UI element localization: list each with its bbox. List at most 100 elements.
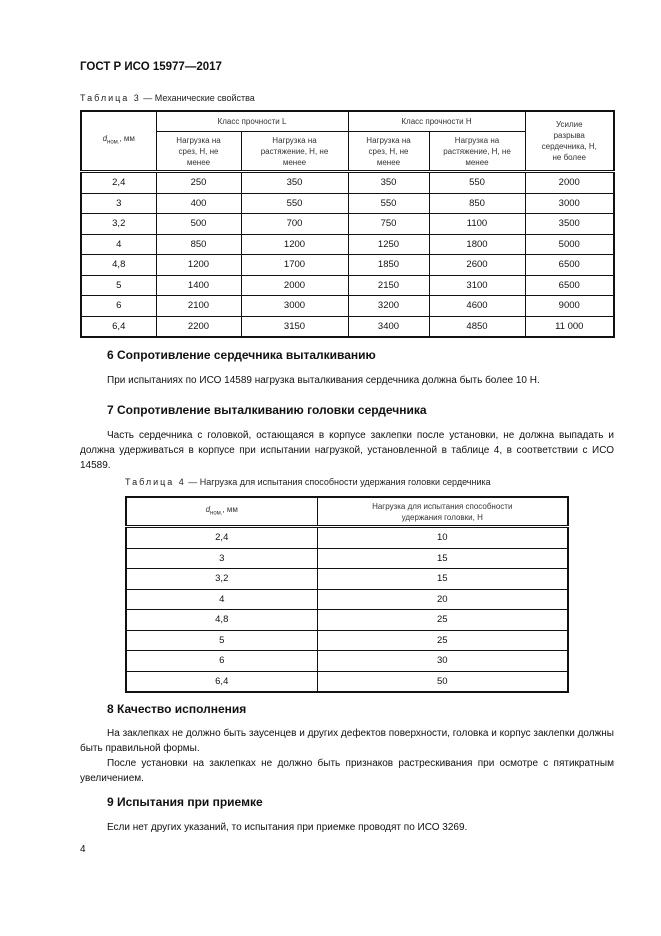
caption-text: — Механические свойства xyxy=(140,93,255,103)
table-row: 4 20 xyxy=(125,588,569,610)
table-cell: 3,2 xyxy=(80,213,157,235)
table-cell: 1850 xyxy=(347,254,430,276)
table-cell: 10 xyxy=(316,526,569,549)
table-cell: 6500 xyxy=(524,254,615,276)
table-cell: 25 xyxy=(316,609,569,631)
table-cell: 2100 xyxy=(155,295,242,317)
table4-head-retention-load: dном., мм Нагрузка для испытания способн… xyxy=(125,496,569,693)
caption-prefix: Таблица 4 xyxy=(125,477,186,487)
section-6-title: 6 Сопротивление сердечника выталкиванию xyxy=(107,348,376,362)
table-cell: 6500 xyxy=(524,274,615,296)
table-cell: 350 xyxy=(347,171,430,194)
caption-text: — Нагрузка для испытания способности уде… xyxy=(185,477,491,487)
table-cell: 400 xyxy=(155,192,242,214)
table-cell: 850 xyxy=(428,192,526,214)
table-cell: 750 xyxy=(347,213,430,235)
table-cell: 1250 xyxy=(347,233,430,255)
table-row: 3,2 500 700 750 1100 3500 xyxy=(80,213,615,235)
page-number: 4 xyxy=(80,844,86,855)
table-row: 4,8 25 xyxy=(125,609,569,631)
table-cell: 6,4 xyxy=(125,670,318,693)
col-group-H: Класс прочности H xyxy=(347,110,526,132)
table-cell: 350 xyxy=(240,171,349,194)
table-cell: 4600 xyxy=(428,295,526,317)
table-cell: 3400 xyxy=(347,315,430,338)
section-7-title: 7 Сопротивление выталкиванию головки сер… xyxy=(107,403,427,417)
table-cell: 2,4 xyxy=(125,526,318,549)
document-header: ГОСТ Р ИСО 15977—2017 xyxy=(80,61,222,73)
table-cell: 4850 xyxy=(428,315,526,338)
table-cell: 250 xyxy=(155,171,242,194)
table-cell: 4 xyxy=(125,588,318,610)
col-header-d: dном., мм xyxy=(80,110,157,173)
table-row: 2,4 10 xyxy=(125,526,569,549)
table-cell: 500 xyxy=(155,213,242,235)
table-row: 3 400 550 550 850 3000 xyxy=(80,192,615,214)
section-6-text: При испытаниях по ИСО 14589 нагрузка выт… xyxy=(107,375,540,386)
table-cell: 1200 xyxy=(155,254,242,276)
table-cell: 2600 xyxy=(428,254,526,276)
table-cell: 3100 xyxy=(428,274,526,296)
table-cell: 6,4 xyxy=(80,315,157,338)
table-row: 5 25 xyxy=(125,629,569,651)
table-cell: 3000 xyxy=(524,192,615,214)
table-cell: 3,2 xyxy=(125,568,318,590)
table-row: 6,4 50 xyxy=(125,670,569,693)
table-row: 6,4 2200 3150 3400 4850 11 000 xyxy=(80,315,615,338)
table-cell: 3 xyxy=(125,547,318,569)
table-cell: 1800 xyxy=(428,233,526,255)
table-row: 6 30 xyxy=(125,650,569,672)
table-row: 3 15 xyxy=(125,547,569,569)
table-cell: 5 xyxy=(80,274,157,296)
table-cell: 3000 xyxy=(240,295,349,317)
table-cell: 2000 xyxy=(240,274,349,296)
table-row: 4,8 1200 1700 1850 2600 6500 xyxy=(80,254,615,276)
section-8-title: 8 Качество исполнения xyxy=(107,702,247,716)
table-cell: 15 xyxy=(316,568,569,590)
table-cell: 5000 xyxy=(524,233,615,255)
table-cell: 1100 xyxy=(428,213,526,235)
table-cell: 3200 xyxy=(347,295,430,317)
section-7-text: Часть сердечника с головкой, остающаяся … xyxy=(80,430,614,471)
table-cell: 6 xyxy=(125,650,318,672)
caption-prefix: Таблица 3 xyxy=(80,93,141,103)
table-cell: 30 xyxy=(316,650,569,672)
table-row: 4 850 1200 1250 1800 5000 xyxy=(80,233,615,255)
table3-caption: Таблица 3 — Механические свойства xyxy=(80,93,255,103)
table-row: 3,2 15 xyxy=(125,568,569,590)
section-8-text: На заклепках не должно быть заусенцев и … xyxy=(80,728,614,784)
table-cell: 700 xyxy=(240,213,349,235)
table-cell: 2150 xyxy=(347,274,430,296)
table-cell: 4,8 xyxy=(80,254,157,276)
col-header-d: dном., мм xyxy=(125,496,318,528)
table3-mechanical-properties: dном., мм Класс прочности L Класс прочно… xyxy=(80,110,615,338)
table-cell: 4,8 xyxy=(125,609,318,631)
table-cell: 9000 xyxy=(524,295,615,317)
section-9-title: 9 Испытания при приемке xyxy=(107,795,263,809)
table-cell: 50 xyxy=(316,670,569,693)
table-cell: 4 xyxy=(80,233,157,255)
table-cell: 1700 xyxy=(240,254,349,276)
table-row: 6 2100 3000 3200 4600 9000 xyxy=(80,295,615,317)
table-cell: 15 xyxy=(316,547,569,569)
table-cell: 2000 xyxy=(524,171,615,194)
table-cell: 550 xyxy=(428,171,526,194)
table-cell: 850 xyxy=(155,233,242,255)
col-header-load: Нагрузка для испытания способности удерж… xyxy=(316,496,569,528)
col-group-L: Класс прочности L xyxy=(155,110,349,132)
col-H-tension: Нагрузка на растяжение, Н, не менее xyxy=(428,131,526,173)
table-cell: 5 xyxy=(125,629,318,651)
table-cell: 550 xyxy=(240,192,349,214)
table-cell: 20 xyxy=(316,588,569,610)
table-cell: 2200 xyxy=(155,315,242,338)
table-cell: 11 000 xyxy=(524,315,615,338)
col-H-shear: Нагрузка на срез, Н, не менее xyxy=(347,131,430,173)
section-9-text: Если нет других указаний, то испытания п… xyxy=(107,822,468,833)
table-cell: 2,4 xyxy=(80,171,157,194)
table-cell: 1200 xyxy=(240,233,349,255)
table-row: 2,4 250 350 350 550 2000 xyxy=(80,171,615,194)
table-cell: 550 xyxy=(347,192,430,214)
table-row: 5 1400 2000 2150 3100 6500 xyxy=(80,274,615,296)
table-cell: 3150 xyxy=(240,315,349,338)
